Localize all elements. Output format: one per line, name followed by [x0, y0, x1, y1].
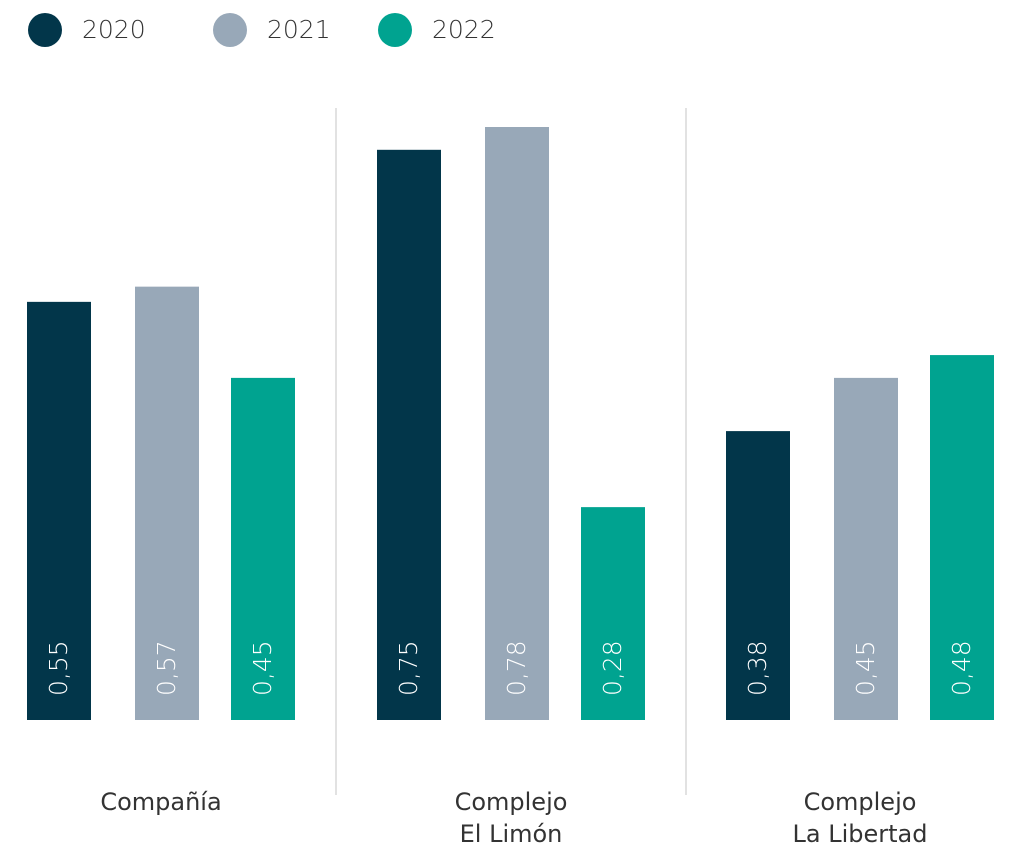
legend-label: 2020 — [82, 15, 146, 44]
value-label: 0,48 — [947, 640, 976, 696]
bar — [231, 377, 295, 720]
legend-label: 2022 — [432, 15, 496, 44]
value-label: 0,38 — [743, 640, 772, 696]
value-label: 0,55 — [44, 640, 73, 696]
bar — [930, 355, 994, 720]
bar — [485, 127, 549, 720]
value-label: 0,45 — [851, 640, 880, 696]
bar — [726, 431, 790, 720]
legend-label: 2021 — [267, 15, 331, 44]
bar — [27, 301, 91, 720]
bar — [135, 286, 199, 720]
category-label: Compañía — [100, 788, 222, 816]
legend-marker — [28, 13, 62, 47]
legend-marker — [213, 13, 247, 47]
bar — [834, 377, 898, 720]
category-label: Complejo El Limón — [454, 788, 568, 848]
value-label: 0,78 — [502, 640, 531, 696]
legend-marker — [378, 13, 412, 47]
category-label: Complejo La Libertad — [792, 788, 928, 848]
value-label: 0,57 — [152, 640, 181, 696]
bar — [581, 507, 645, 720]
bar — [377, 149, 441, 721]
value-label: 0,75 — [394, 640, 423, 696]
value-label: 0,45 — [248, 640, 277, 696]
value-label: 0,28 — [598, 640, 627, 696]
